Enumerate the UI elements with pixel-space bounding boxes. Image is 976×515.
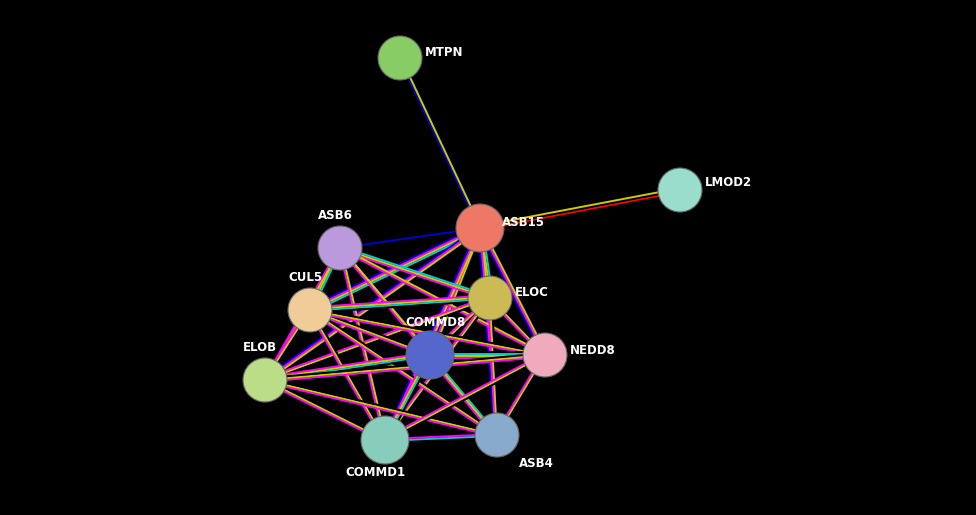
Text: ELOB: ELOB bbox=[243, 341, 277, 354]
Circle shape bbox=[658, 168, 702, 212]
Text: ASB15: ASB15 bbox=[502, 216, 545, 230]
Circle shape bbox=[456, 204, 504, 252]
Text: NEDD8: NEDD8 bbox=[570, 344, 616, 356]
Text: COMMD1: COMMD1 bbox=[345, 466, 405, 479]
Circle shape bbox=[523, 333, 567, 377]
Circle shape bbox=[475, 413, 519, 457]
Circle shape bbox=[288, 288, 332, 332]
Text: ASB4: ASB4 bbox=[519, 457, 553, 470]
Text: ASB6: ASB6 bbox=[317, 209, 352, 222]
Circle shape bbox=[468, 276, 512, 320]
Circle shape bbox=[361, 416, 409, 464]
Text: ELOC: ELOC bbox=[515, 286, 549, 300]
Text: CUL5: CUL5 bbox=[288, 271, 322, 284]
Text: COMMD8: COMMD8 bbox=[405, 316, 466, 329]
Circle shape bbox=[243, 358, 287, 402]
Circle shape bbox=[378, 36, 422, 80]
Text: MTPN: MTPN bbox=[425, 46, 464, 60]
Circle shape bbox=[406, 331, 454, 379]
Circle shape bbox=[318, 226, 362, 270]
Text: LMOD2: LMOD2 bbox=[705, 176, 752, 188]
